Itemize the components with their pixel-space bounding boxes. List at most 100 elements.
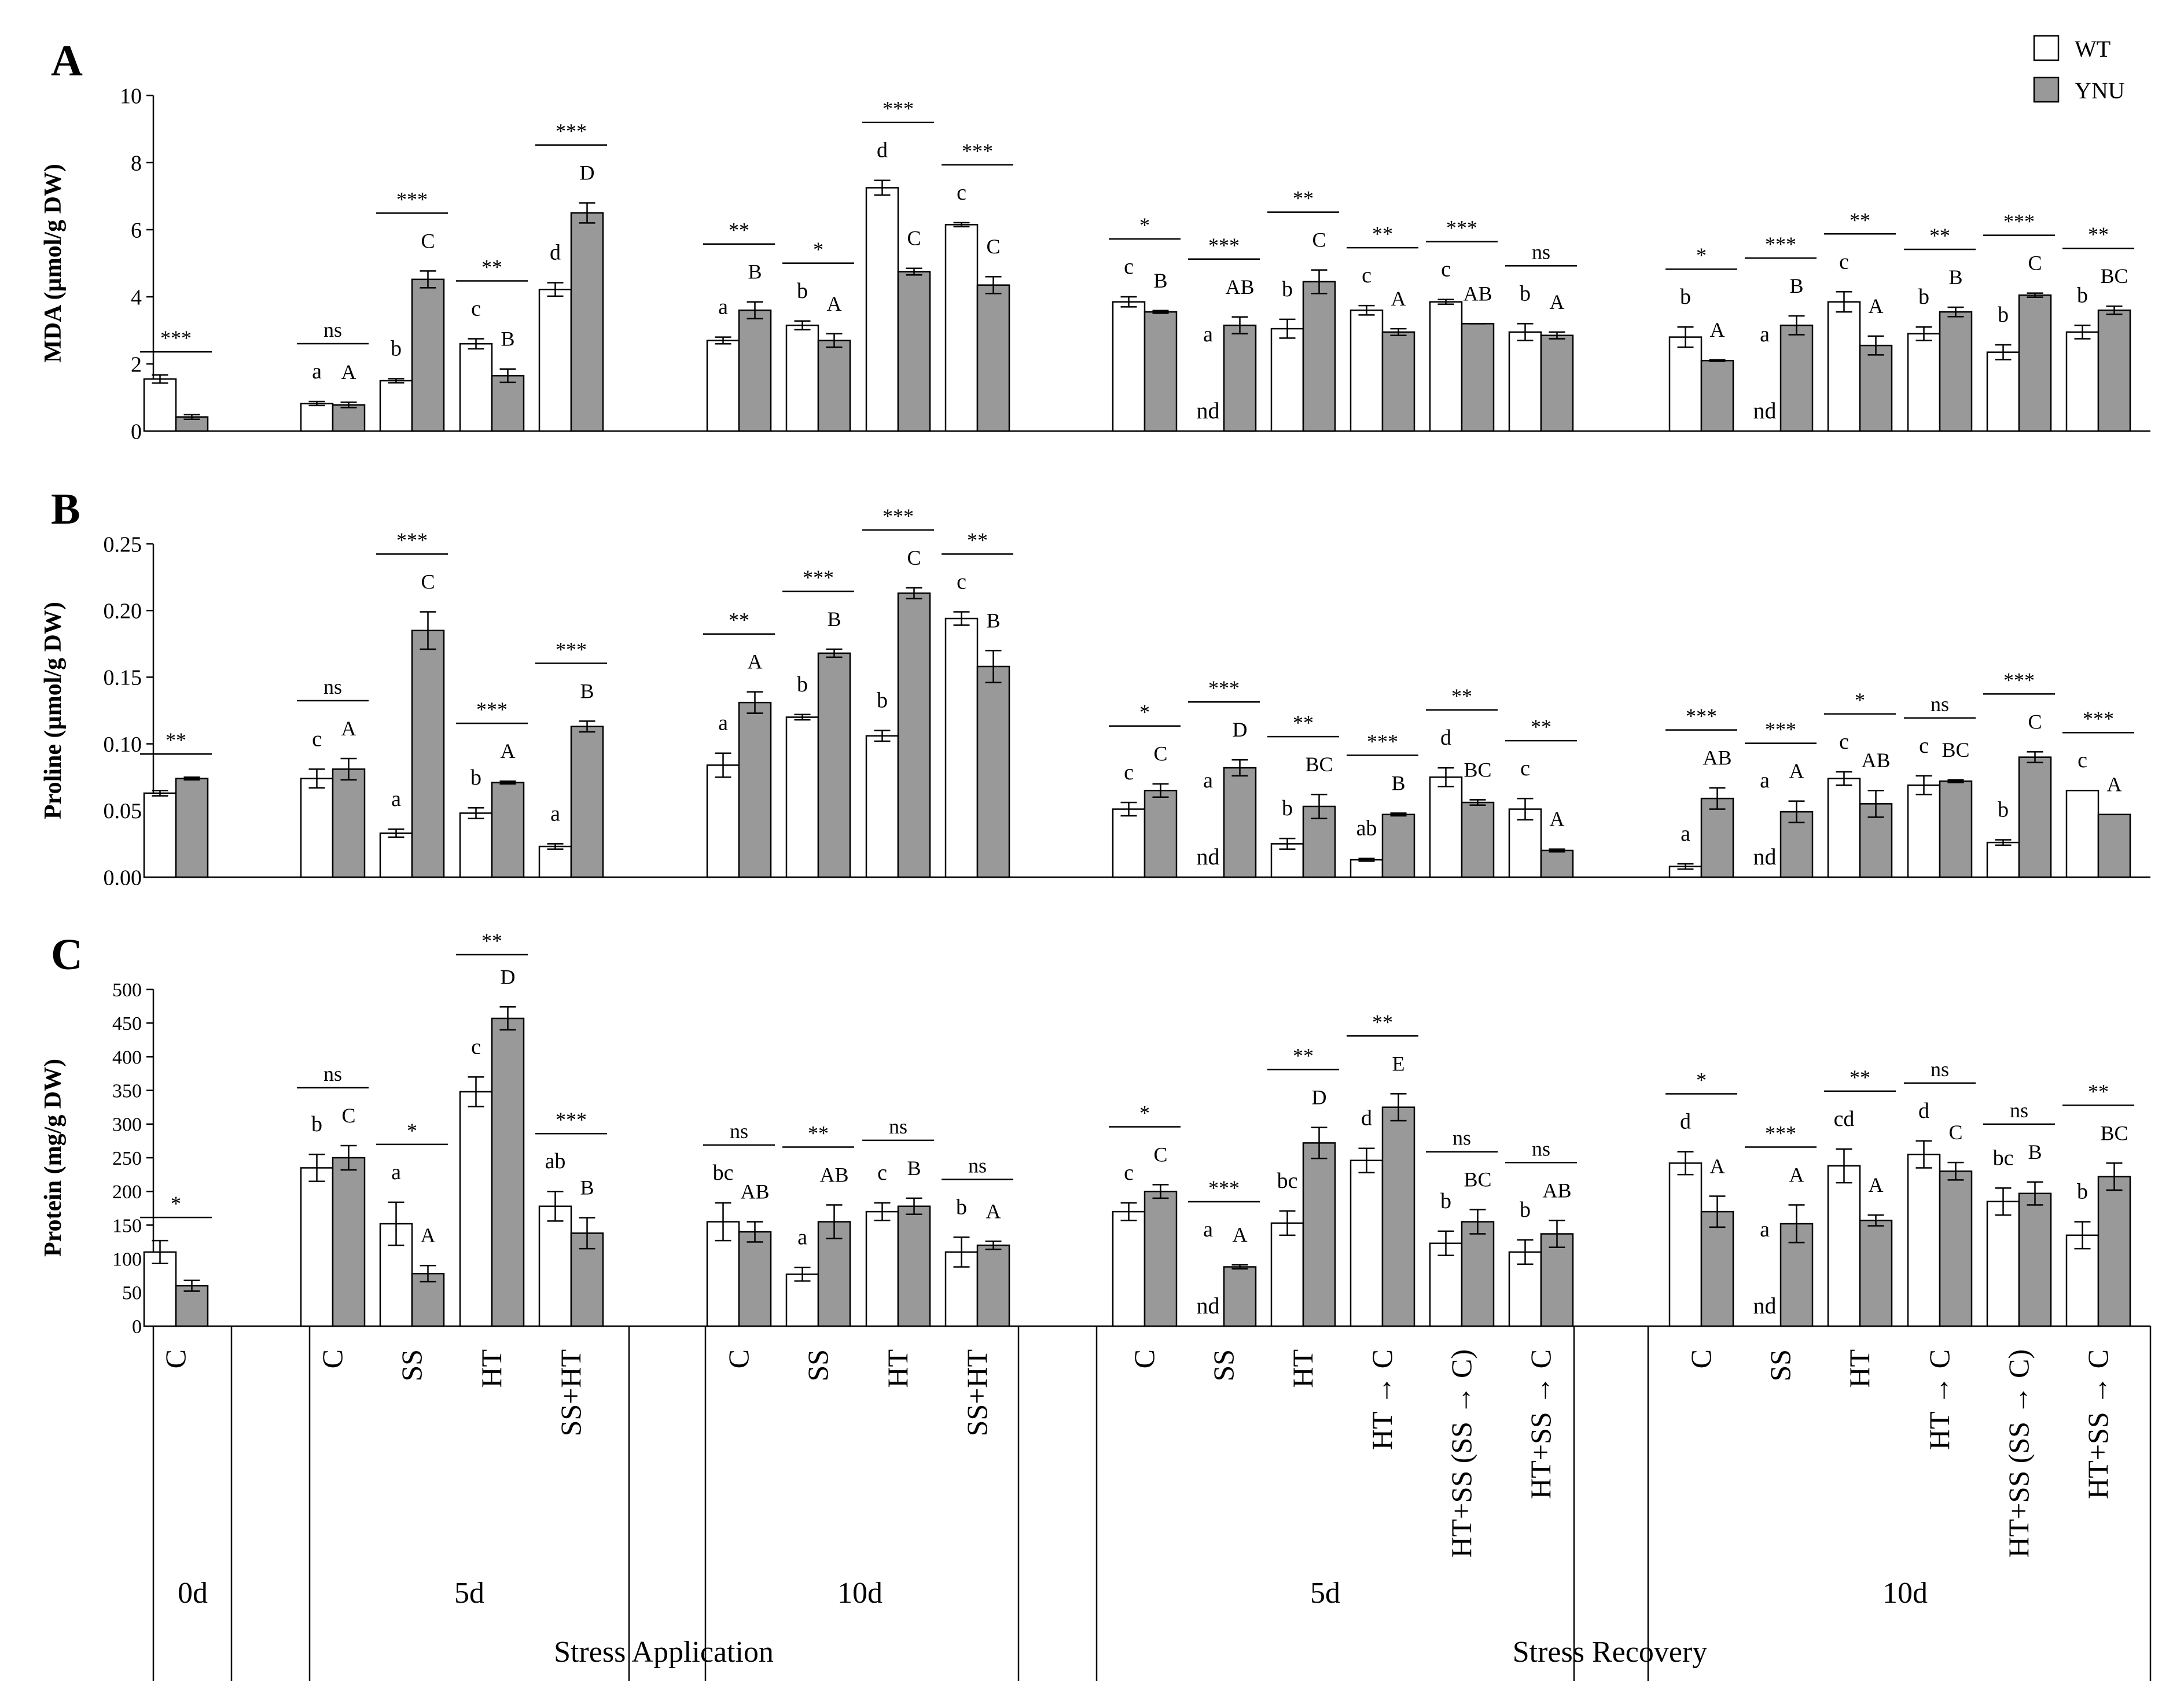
- bar-wt-C: [1907, 1153, 1941, 1327]
- letter-wt-C: ab: [545, 1149, 566, 1173]
- letter-wt-C: c: [1124, 1161, 1134, 1185]
- letter-wt-B: a: [1681, 822, 1690, 846]
- letter-ynu-A: AB: [1225, 275, 1254, 299]
- bar-ynu-A: [1779, 325, 1814, 432]
- bar-wt-C: [1668, 1162, 1703, 1327]
- significance-label-A: ***: [883, 97, 914, 120]
- letter-wt-B: c: [312, 727, 322, 751]
- letter-ynu-C: B: [2028, 1140, 2042, 1164]
- bar-ynu-A: [491, 375, 525, 432]
- bar-wt-B: [2065, 789, 2100, 878]
- bar-wt-C: [300, 1167, 334, 1327]
- bar-wt-B: [785, 716, 819, 878]
- letter-ynu-B: C: [2028, 710, 2042, 733]
- significance-label-A: *: [1139, 214, 1150, 237]
- significance-label-B: ***: [396, 529, 428, 552]
- y-tick-label-B: 0.05: [104, 799, 142, 823]
- bar-ynu-C: [491, 1017, 525, 1327]
- letter-wt-C: b: [2077, 1180, 2088, 1204]
- category-label: HT: [1843, 1349, 1876, 1388]
- letter-wt-B: d: [1440, 726, 1451, 750]
- significance-label-C: ns: [2010, 1099, 2028, 1122]
- letter-ynu-A: A: [1550, 290, 1565, 314]
- significance-label-C: ***: [556, 1108, 587, 1131]
- bar-wt-A: [300, 403, 334, 432]
- bar-wt-B: [538, 845, 572, 878]
- panel-label-A: A: [51, 36, 83, 85]
- letter-ynu-A: C: [1312, 229, 1326, 252]
- bar-ynu-A: [1700, 359, 1734, 432]
- category-label: SS+HT: [961, 1349, 993, 1436]
- letter-wt-A: b: [1998, 303, 2009, 327]
- y-tick-label-C: 200: [112, 1181, 142, 1203]
- legend-label-WT: WT: [2075, 36, 2110, 62]
- significance-label-B: ***: [883, 505, 914, 528]
- letter-wt-C: a: [391, 1160, 401, 1184]
- letter-ynu-C: E: [1392, 1052, 1405, 1075]
- letter-ynu-C: AB: [1542, 1179, 1571, 1202]
- letter-ynu-B: D: [1233, 718, 1248, 741]
- letter-ynu-A: BC: [2100, 264, 2128, 288]
- letter-wt-A: c: [1124, 255, 1134, 279]
- significance-label-C: *: [1139, 1102, 1150, 1125]
- bar-wt-B: [1350, 859, 1384, 878]
- category-label: HT: [1286, 1349, 1319, 1388]
- significance-label-B: **: [729, 609, 749, 632]
- significance-label-A: **: [1929, 224, 1950, 247]
- letter-wt-A: a: [1760, 322, 1770, 347]
- significance-label-A: ns: [1532, 240, 1550, 263]
- y-tick-label-C: 450: [112, 1013, 142, 1035]
- significance-label-C: ns: [1532, 1137, 1550, 1160]
- bar-wt-B: [143, 792, 177, 878]
- category-label: HT+SS → C: [2082, 1349, 2114, 1499]
- y-tick-label-B: 0.25: [104, 532, 142, 557]
- bar-wt-C: [143, 1251, 177, 1327]
- day-label: 5d: [1310, 1577, 1340, 1610]
- bar-ynu-C: [1461, 1221, 1495, 1327]
- bar-wt-C: [1986, 1201, 2020, 1327]
- y-tick-label-A: 6: [131, 218, 142, 242]
- bar-wt-B: [1907, 784, 1941, 878]
- bar-wt-A: [143, 378, 177, 432]
- bar-wt-B: [944, 617, 979, 878]
- y-axis-label-A: MDA (µmol/g DW): [40, 164, 67, 363]
- bar-ynu-C: [976, 1245, 1010, 1327]
- bar-ynu-A: [2097, 309, 2131, 432]
- bar-ynu-A: [976, 284, 1010, 432]
- y-tick-label-C: 50: [122, 1283, 142, 1304]
- significance-label-B: ***: [1208, 676, 1240, 700]
- category-label: C: [316, 1349, 348, 1368]
- bar-wt-A: [379, 380, 413, 432]
- bar-ynu-C: [1540, 1233, 1574, 1327]
- letter-ynu-C: A: [1789, 1163, 1804, 1186]
- significance-label-A: **: [1850, 208, 1870, 231]
- letter-wt-B: c: [1520, 756, 1530, 781]
- category-label: SS: [395, 1349, 428, 1382]
- category-label: C: [1685, 1349, 1717, 1368]
- y-tick-label-C: 250: [112, 1148, 142, 1169]
- significance-label-B: *: [1855, 689, 1865, 712]
- letter-wt-B: c: [1124, 760, 1134, 785]
- category-label: HT: [475, 1349, 508, 1388]
- y-tick-label-C: 500: [112, 980, 142, 1001]
- bar-wt-C: [1270, 1222, 1304, 1327]
- letter-wt-B: b: [470, 765, 481, 790]
- letter-wt-A: c: [1362, 263, 1372, 288]
- significance-label-B: ***: [556, 638, 587, 661]
- y-axis-label-B: Proline (µmol/g DW): [40, 602, 67, 819]
- letter-ynu-A: B: [1153, 269, 1167, 292]
- significance-label-B: ***: [803, 566, 834, 589]
- letter-wt-B: a: [1203, 768, 1213, 793]
- significance-label-C: ns: [968, 1154, 987, 1177]
- letter-wt-A: c: [1441, 257, 1451, 282]
- significance-label-A: *: [1696, 244, 1707, 267]
- letter-ynu-A: C: [2028, 252, 2042, 275]
- letter-wt-A: a: [718, 295, 728, 319]
- bar-ynu-B: [411, 630, 445, 878]
- letter-ynu-C: A: [1233, 1223, 1248, 1246]
- bar-wt-A: [1508, 331, 1542, 432]
- letter-ynu-C: B: [580, 1176, 594, 1199]
- bar-wt-B: [379, 832, 413, 878]
- y-tick-label-B: 0.15: [104, 666, 142, 690]
- significance-label-A: **: [481, 256, 502, 279]
